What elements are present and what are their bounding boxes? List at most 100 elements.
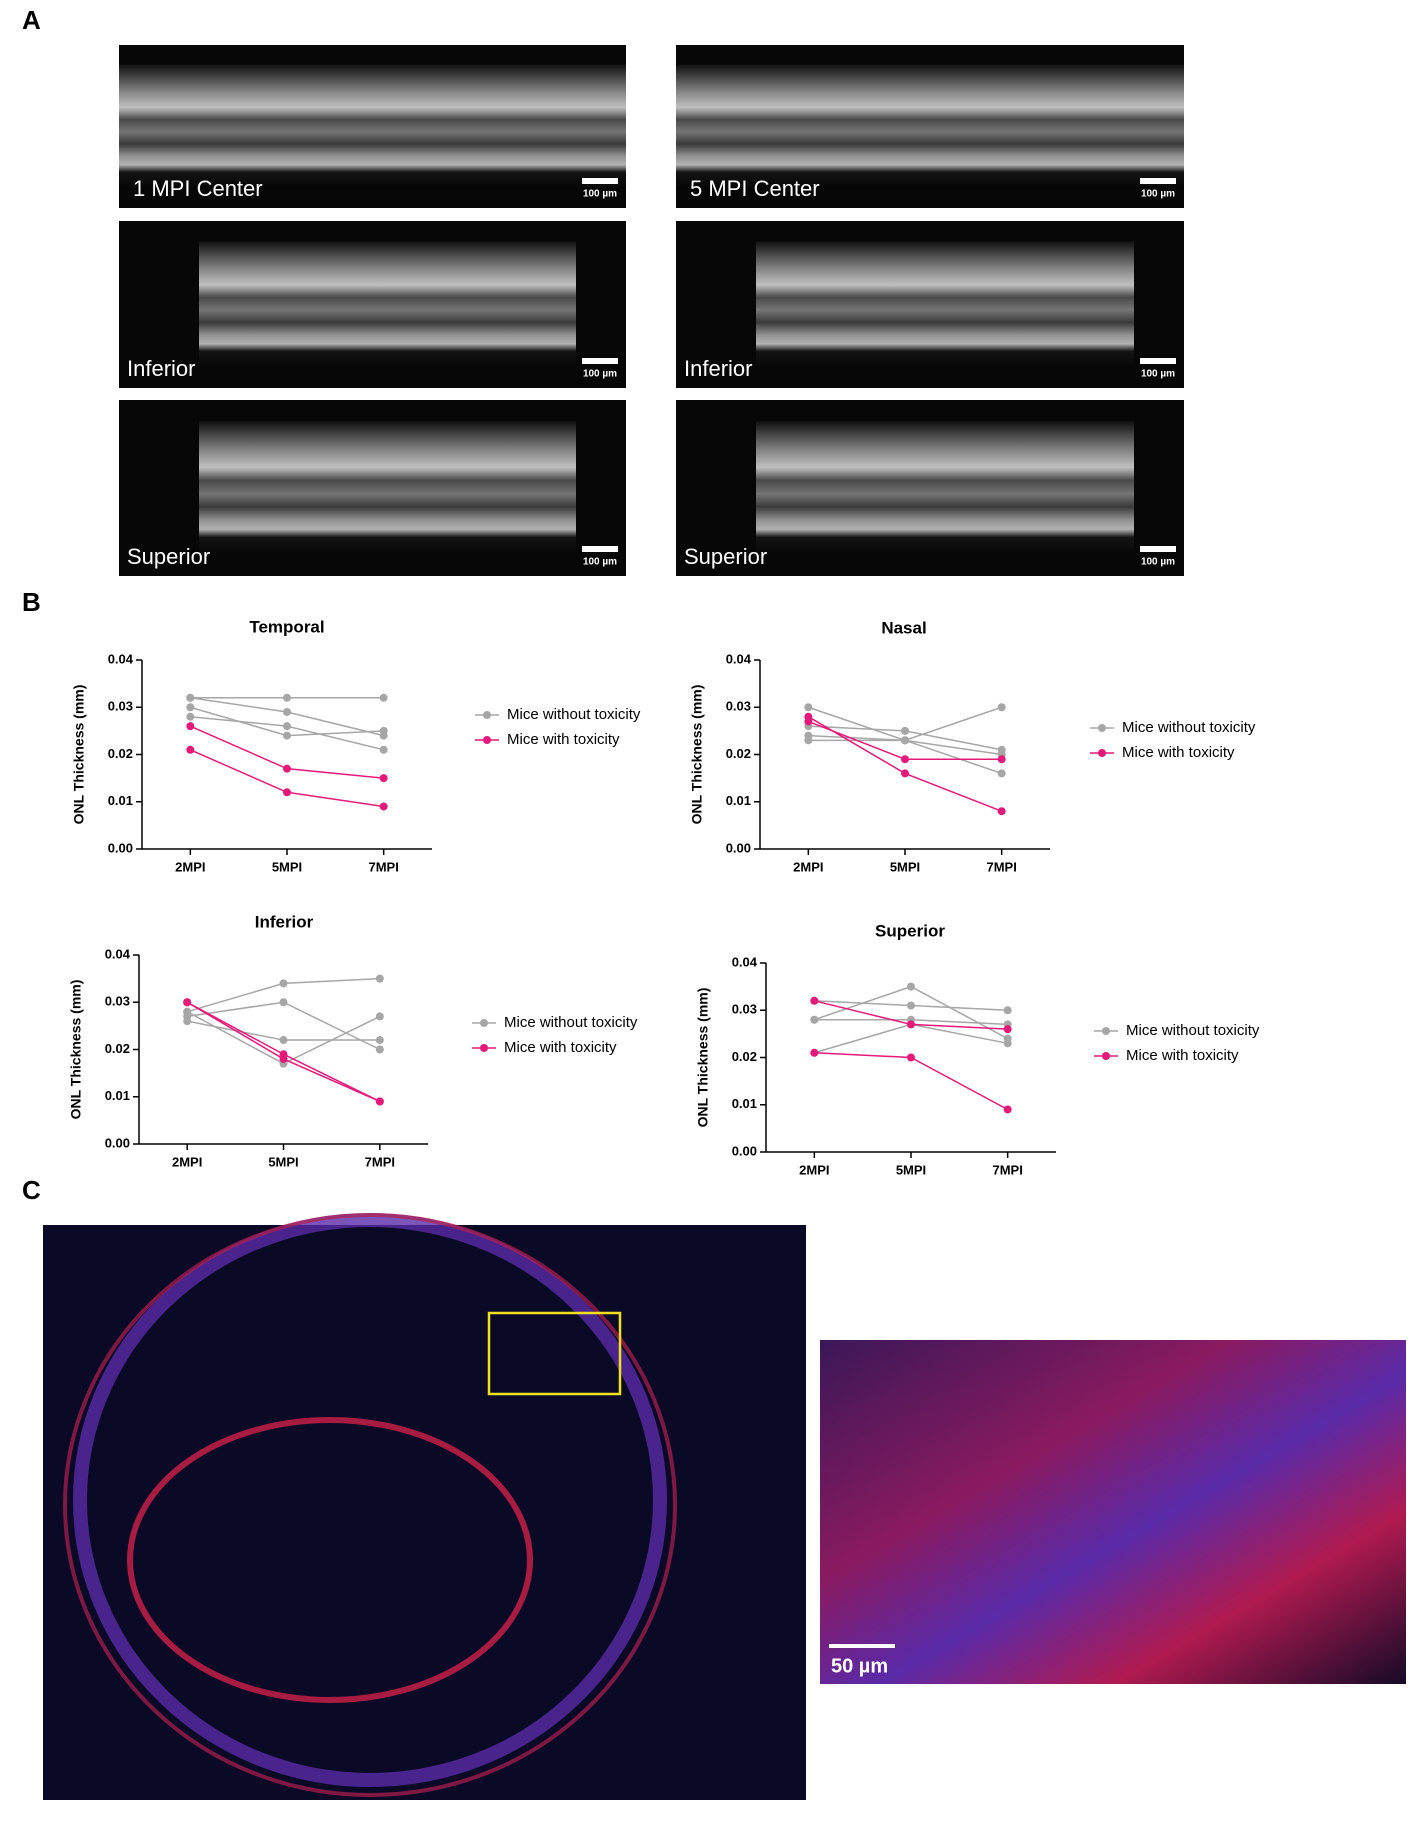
legend-label: Mice without toxicity [1122,719,1256,736]
legend-label: Mice without toxicity [507,706,641,723]
legend-marker [1098,724,1106,732]
data-point [1003,1025,1012,1034]
data-point [186,712,195,721]
data-point [283,693,291,702]
data-point [901,736,909,745]
y-tick-label: 0.01 [108,793,133,808]
panel-label: A [22,5,41,35]
data-point [804,703,813,712]
x-tick-label: 7MPI [986,859,1016,874]
data-point [810,996,819,1005]
y-tick-label: 0.01 [105,1088,130,1103]
retina-band [676,64,1184,187]
retina-band [119,64,626,187]
scale-bar [582,358,618,364]
y-tick-label: 0.04 [726,651,752,666]
data-point [186,722,195,731]
x-tick-label: 2MPI [175,859,205,874]
y-axis-label: ONL Thickness (mm) [695,988,711,1128]
scale-bar [1140,178,1176,184]
image-caption: Inferior [684,356,752,381]
scale-bar [1140,546,1176,552]
legend-marker [483,736,491,744]
y-tick-label: 0.02 [105,1041,130,1056]
data-point [997,755,1006,764]
y-tick-label: 0.00 [105,1135,130,1150]
data-point [379,774,388,783]
y-tick-label: 0.04 [732,954,758,969]
data-point [283,764,291,773]
data-point [379,745,388,754]
y-tick-label: 0.04 [108,651,134,666]
scale-label: 100 µm [583,369,617,380]
data-point [997,807,1006,816]
data-point [1003,1039,1012,1048]
data-point [283,722,291,731]
image-caption: Superior [127,544,210,569]
data-point [1003,1006,1012,1015]
scale-label: 100 µm [1141,557,1175,568]
data-point [183,1017,192,1026]
data-point [186,703,195,712]
data-point [183,998,192,1007]
legend-label: Mice with toxicity [504,1039,617,1056]
scale-bar [829,1644,895,1648]
y-tick-label: 0.03 [726,699,751,714]
y-tick-label: 0.00 [108,840,133,855]
y-axis-label: ONL Thickness (mm) [689,685,705,825]
lens [127,1417,533,1703]
data-point [804,736,813,745]
x-tick-label: 2MPI [793,859,823,874]
data-point [279,1036,288,1045]
data-point [379,802,388,811]
legend-label: Mice with toxicity [507,731,620,748]
image-caption: 5 MPI Center [690,176,820,201]
eye-outer [63,1213,677,1797]
x-tick-label: 2MPI [172,1154,202,1169]
panel-label: C [22,1175,41,1205]
scale-bar [1140,358,1176,364]
zoom-box [487,1311,622,1396]
legend-label: Mice with toxicity [1122,744,1235,761]
y-tick-label: 0.02 [726,746,751,761]
data-point [997,703,1006,712]
retina-band [756,241,1134,367]
y-tick-label: 0.03 [105,994,130,1009]
y-tick-label: 0.01 [732,1096,757,1111]
data-point [375,974,384,983]
legend-marker [1102,1052,1110,1060]
legend-marker [483,711,491,719]
data-point [279,1054,288,1063]
scale-label: 100 µm [583,557,617,568]
chart-title: Nasal [881,618,926,637]
x-tick-label: 5MPI [268,1154,298,1169]
legend-marker [1098,749,1106,757]
image-caption: Inferior [127,356,195,381]
chart-title: Inferior [255,912,314,931]
data-point [186,693,195,702]
data-point [375,1036,384,1045]
data-point [183,1007,192,1016]
legend-label: Mice with toxicity [1126,1047,1239,1064]
scale-bar [582,546,618,552]
data-point [283,788,291,797]
y-axis-label: ONL Thickness (mm) [71,685,87,825]
scale-bar [582,178,618,184]
y-axis-label: ONL Thickness (mm) [68,980,84,1120]
data-point [997,769,1006,778]
y-tick-label: 0.03 [108,699,133,714]
legend-label: Mice without toxicity [504,1014,638,1031]
data-point [901,769,909,778]
retina-band [199,241,576,367]
panel-label: B [22,587,41,617]
scale-label: 100 µm [1141,369,1175,380]
data-point [379,693,388,702]
data-point [810,1015,819,1024]
data-point [279,998,288,1007]
scale-label: 50 µm [831,1655,888,1677]
x-tick-label: 7MPI [365,1154,395,1169]
data-point [907,1001,915,1010]
legend-marker [480,1019,488,1027]
image-caption: Superior [684,544,767,569]
